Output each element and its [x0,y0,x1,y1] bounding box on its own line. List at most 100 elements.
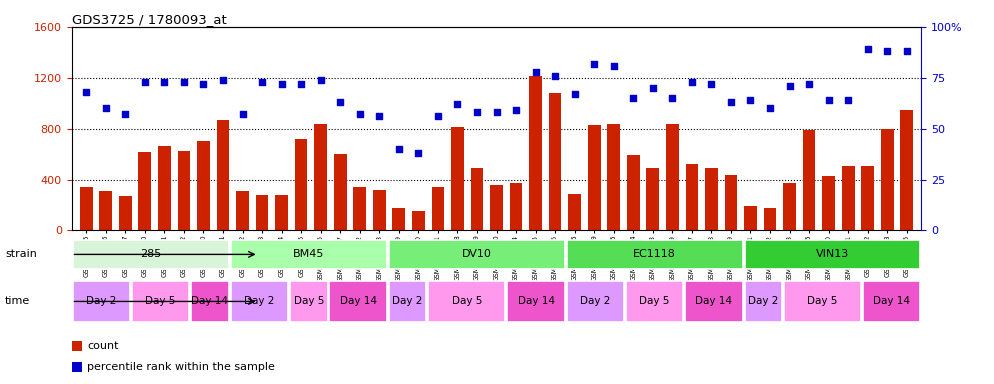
Point [352,111,368,118]
Point [528,69,544,75]
Bar [569,194,581,230]
Bar [470,168,483,230]
Bar [784,281,861,322]
Bar [567,240,743,269]
Bar [549,93,562,230]
Text: EC1118: EC1118 [633,249,676,259]
Text: time: time [5,296,30,306]
Point [625,95,641,101]
Bar [334,154,347,230]
Text: Day 5: Day 5 [639,296,670,306]
Point [704,81,720,87]
Bar [822,176,835,230]
Text: Day 5: Day 5 [451,296,482,306]
Bar [393,208,406,230]
Bar [842,166,855,230]
Point [117,111,133,118]
Text: GDS3725 / 1780093_at: GDS3725 / 1780093_at [72,13,227,26]
Point [899,48,914,55]
Bar [99,191,112,230]
Bar [119,196,131,230]
Bar [389,240,565,269]
Point [723,99,739,105]
Point [79,89,94,95]
Text: VIN13: VIN13 [816,249,849,259]
Bar [191,281,229,322]
Point [508,107,524,113]
Point [391,146,407,152]
Point [743,97,758,103]
Bar [881,129,894,230]
Point [684,79,700,85]
Text: Day 14: Day 14 [192,296,229,306]
Point [332,99,348,105]
Bar [255,195,268,230]
Point [860,46,876,52]
Bar [685,281,743,322]
Text: Day 2: Day 2 [580,296,610,306]
Bar [783,183,796,230]
Bar [80,187,92,230]
Bar [510,183,523,230]
Point [547,73,563,79]
Bar [607,124,620,230]
Bar [587,125,600,230]
Bar [237,191,248,230]
Point [489,109,505,116]
Point [781,83,797,89]
Bar [231,240,387,269]
Bar [428,281,505,322]
Text: Day 5: Day 5 [807,296,838,306]
Point [449,101,465,107]
Bar [451,127,464,230]
Bar [290,281,327,322]
Bar [763,208,776,230]
Text: Day 14: Day 14 [340,296,377,306]
Bar [295,139,307,230]
Point [313,77,329,83]
Text: 285: 285 [140,249,161,259]
Bar [863,281,920,322]
Bar [197,141,210,230]
Point [293,81,309,87]
Bar [73,281,130,322]
Point [215,77,231,83]
Bar [231,281,288,322]
Point [254,79,270,85]
Point [196,81,212,87]
Text: Day 14: Day 14 [696,296,733,306]
Point [801,81,817,87]
Point [880,48,896,55]
Text: Day 14: Day 14 [874,296,911,306]
Bar [901,110,913,230]
Bar [627,156,639,230]
Point [430,113,446,119]
Bar [412,211,424,230]
Bar [529,76,542,230]
Bar [626,281,683,322]
Point [567,91,582,97]
Bar [329,281,387,322]
Point [821,97,837,103]
Bar [275,195,288,230]
Bar [490,185,503,230]
Point [273,81,289,87]
Bar [431,187,444,230]
Point [469,109,485,116]
Text: Day 5: Day 5 [145,296,176,306]
Bar [666,124,679,230]
Point [137,79,153,85]
Point [411,150,426,156]
Text: percentile rank within the sample: percentile rank within the sample [87,362,275,372]
Bar [862,166,874,230]
Point [645,85,661,91]
Bar [705,168,718,230]
Text: Day 5: Day 5 [293,296,324,306]
Text: Day 2: Day 2 [393,296,422,306]
Text: strain: strain [5,249,37,259]
Bar [178,151,190,230]
Bar [507,281,565,322]
Bar [745,240,920,269]
Point [605,63,621,69]
Bar [373,190,386,230]
